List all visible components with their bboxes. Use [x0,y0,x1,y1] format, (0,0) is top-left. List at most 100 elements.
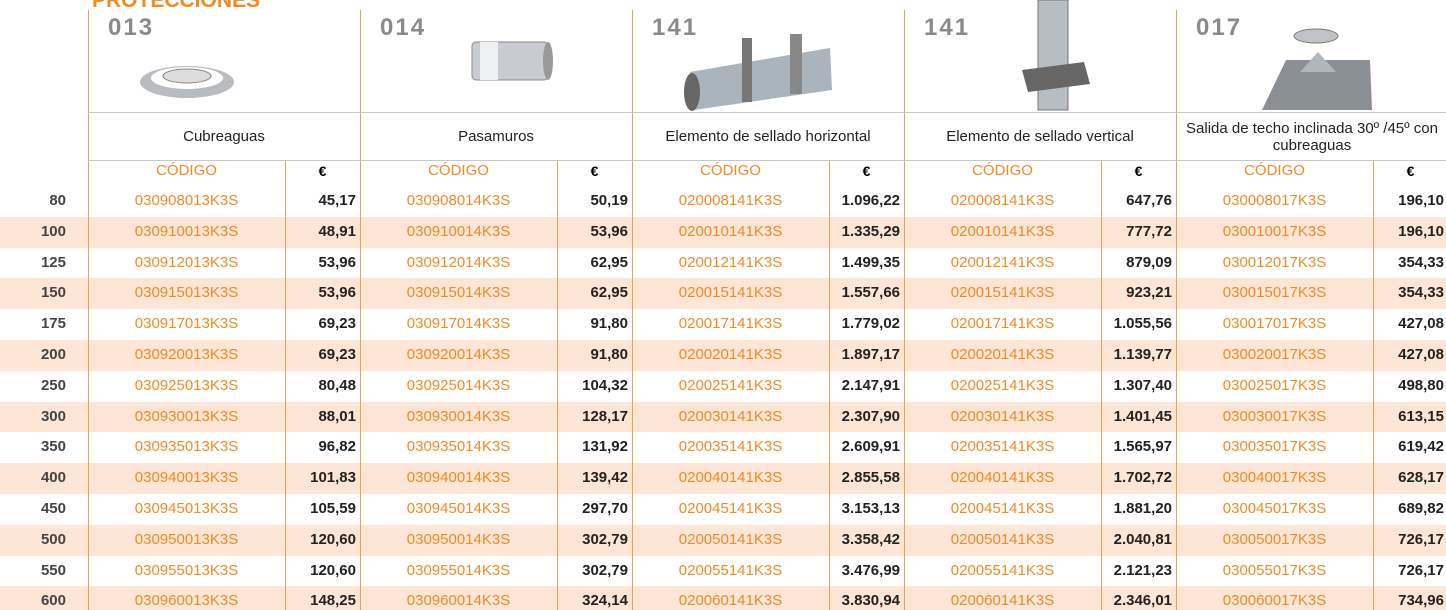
code: 020035141K3S [950,438,1055,456]
price: 91,80 [590,315,628,333]
price: 148,25 [310,592,356,610]
code: 020017141K3S [950,315,1055,333]
price: 3.358,42 [841,530,900,548]
price: 53,96 [318,253,356,271]
price: 2.609,91 [841,438,900,456]
code: 020020141K3S [950,346,1055,363]
price: 2.307,90 [841,407,900,425]
code: 020012141K3S [950,253,1055,271]
row-stripe [0,278,1446,310]
code: 020015141K3S [950,284,1055,302]
code: 030050017K3S [1222,530,1327,548]
code: 030055017K3S [1222,561,1327,579]
code: 030960013K3S [134,592,239,610]
code: 020040141K3S [678,469,783,487]
header-line [360,160,632,161]
code: 030955014K3S [406,561,511,579]
row-label: 300 [40,407,66,425]
product-number: 141 [924,14,971,41]
product-name: Pasamuros [458,128,534,145]
price: 196,10 [1398,192,1444,209]
code: 020012141K3S [678,253,783,271]
group-line [632,10,633,610]
product-name: Salida de techo inclinada 30º /45º con c… [1186,119,1438,154]
code: 020025141K3S [678,376,783,394]
product-name: Cubreaguas [183,128,265,145]
code: 030920013K3S [134,346,239,363]
price: 128,17 [582,407,628,425]
header-line [632,160,904,161]
product-name: Elemento de sellado vertical [946,128,1134,145]
image-pasamuros [471,41,553,81]
code: 030008017K3S [1222,192,1327,209]
product-number: 141 [652,14,699,41]
row-label: 150 [40,284,66,302]
price: 1.557,66 [841,284,900,302]
code: 020060141K3S [678,592,783,610]
image-cubreaguas [140,66,234,98]
code: 020010141K3S [678,222,783,240]
price: 619,42 [1398,438,1444,456]
price: 3.476,99 [841,561,900,579]
row-label: 80 [49,192,66,209]
price: 1.139,77 [1113,346,1172,363]
price: 1.307,40 [1113,376,1172,394]
code: 030908014K3S [406,192,511,209]
code: 030015017K3S [1222,284,1327,302]
row-label: 125 [40,253,66,271]
image-sellado-vertical [1022,0,1090,111]
price-header: € [862,163,871,179]
price: 726,17 [1398,561,1444,579]
code: 030940014K3S [406,469,511,487]
price: 1.401,45 [1113,407,1172,425]
column-line [285,160,286,610]
price: 50,19 [590,192,628,209]
price-header: € [1406,163,1415,179]
group-line [360,10,361,610]
price: 45,17 [318,192,356,209]
price-header: € [1134,163,1143,179]
code: 030940013K3S [134,469,239,487]
code: 030915013K3S [134,284,239,302]
price: 1.779,02 [841,315,900,333]
image-salida-techo [1262,28,1372,110]
product-images [140,0,1372,111]
price: 2.147,91 [841,376,900,394]
code: 030945014K3S [406,500,511,517]
price: 2.346,01 [1113,592,1172,610]
code: 020050141K3S [950,530,1055,548]
row-label: 500 [40,530,66,548]
price: 689,82 [1398,500,1444,517]
row-stripe [0,401,1446,433]
code: 020050141K3S [678,530,783,548]
price: 91,80 [590,346,628,363]
code: 030060017K3S [1222,592,1327,610]
price: 1.096,22 [841,192,900,209]
price: 1.881,20 [1113,500,1172,517]
group-line [904,10,905,610]
code: 030935014K3S [406,438,511,456]
code: 030925014K3S [406,376,511,394]
code: 030910013K3S [134,222,239,240]
code: 030912014K3S [406,253,511,271]
code: 030035017K3S [1222,438,1327,456]
price: 101,83 [310,469,356,487]
price: 80,48 [318,376,356,394]
price: 613,15 [1398,407,1444,425]
price: 69,23 [318,346,356,363]
price: 3.153,13 [841,500,900,517]
code: 020008141K3S [950,192,1055,209]
price: 69,23 [318,315,356,333]
price: 734,96 [1398,592,1444,610]
column-line [1101,160,1102,610]
group-line [88,10,89,610]
code: 020045141K3S [678,500,783,517]
column-line [1373,160,1374,610]
price: 354,33 [1398,253,1444,271]
code: 030930014K3S [406,407,511,425]
code: 030950013K3S [134,530,239,548]
code: 030935013K3S [134,438,239,456]
code: 030917014K3S [406,315,511,333]
price: 105,59 [310,500,356,517]
price: 647,76 [1126,192,1172,209]
